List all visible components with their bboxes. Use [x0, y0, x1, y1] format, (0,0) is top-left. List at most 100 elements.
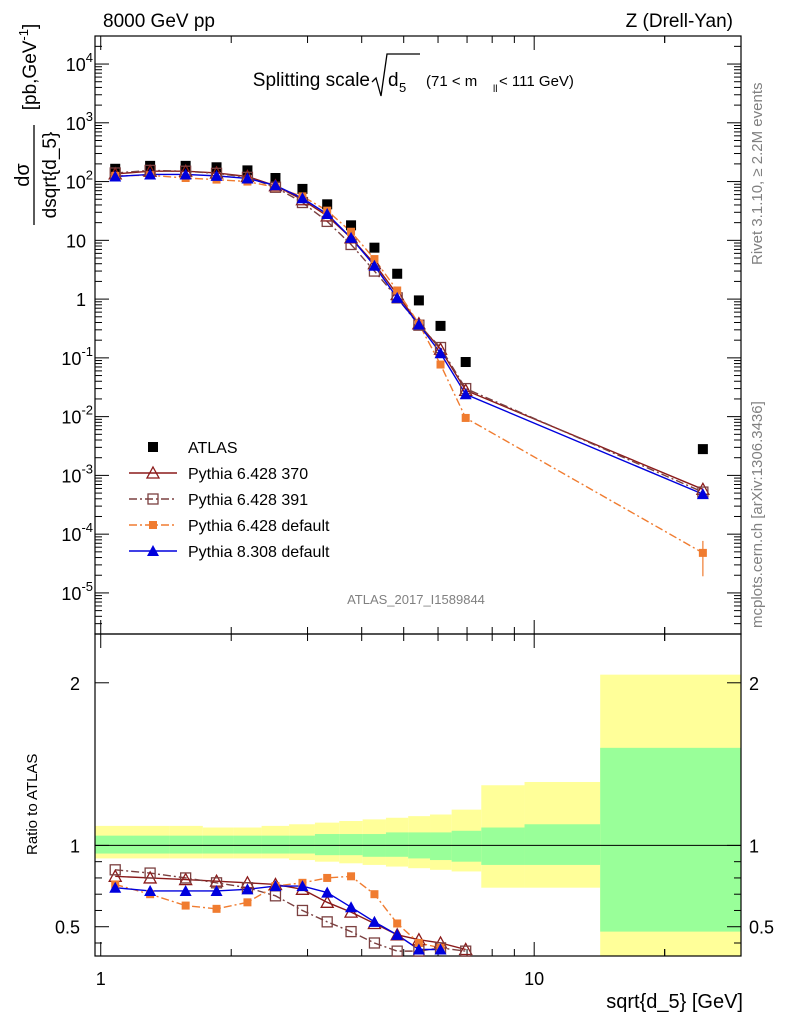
band-inner — [289, 835, 315, 854]
ratio-series-1-point — [368, 937, 381, 949]
mcplots-credit: mcplots.cern.ch [arXiv:1306.3436] — [749, 401, 766, 628]
y-tick-base: 10 — [66, 173, 86, 193]
series-4-point — [696, 488, 709, 500]
ylabel-units: [pb,GeV-1] — [16, 24, 41, 111]
series-4-point — [296, 192, 309, 204]
y-tick-exp: -4 — [81, 520, 93, 535]
x-axis-label: sqrt{d_5} [GeV] — [606, 991, 743, 1013]
y-axis-label: dσ dsqrt{d_5} [pb,GeV-1] — [12, 24, 61, 225]
legend-marker — [145, 465, 161, 479]
series-0-point — [697, 444, 708, 455]
band-inner — [524, 824, 601, 865]
ratio-series-1-point — [391, 945, 403, 957]
header-left: 8000 GeV pp — [103, 11, 215, 32]
series-4-point — [459, 388, 472, 400]
ratio-series-3-point — [321, 886, 334, 898]
series-3-point — [347, 227, 356, 236]
ratio-series-1-point — [345, 925, 357, 938]
band-inner — [261, 835, 290, 854]
band-inner — [202, 835, 234, 854]
band-inner — [600, 747, 741, 932]
series-3-line — [115, 174, 704, 554]
ylabel-units-close: ] — [20, 24, 41, 29]
ratio-tick-label: 2 — [70, 674, 80, 694]
ratio-series-0-point — [320, 894, 335, 908]
ratio-series-1-point — [179, 872, 192, 884]
ratio-series-3-point — [210, 884, 223, 896]
ratio-series-3-point — [109, 881, 122, 893]
band-inner — [430, 832, 452, 861]
axis-ticks — [95, 35, 742, 956]
y-tick-label: 10-1 — [61, 344, 93, 369]
title-cut-close: < 111 GeV) — [499, 73, 574, 90]
y-tick-base: 10 — [61, 466, 81, 486]
ratio-series-2-point — [323, 873, 332, 882]
band-inner — [481, 827, 525, 865]
ratio-series-1-point — [460, 945, 472, 957]
y-tick-label: 104 — [66, 50, 93, 75]
ratio-tick-label-right: 1 — [749, 836, 759, 856]
series-4-point — [345, 231, 358, 243]
series-0-point — [346, 220, 357, 231]
title-cut-open: (71 < m — [426, 73, 477, 90]
ratio-series-1-point — [296, 904, 309, 917]
title-main: Splitting scale — [253, 70, 370, 91]
series-4-point — [391, 291, 404, 303]
ratio-series-1-point — [109, 864, 121, 876]
analysis-watermark: ATLAS_2017_I1589844 — [347, 592, 485, 607]
ratio-series-3-point — [434, 943, 447, 955]
ratio-series-3-point — [144, 884, 157, 896]
band-inner — [233, 835, 262, 854]
series-0-point — [413, 295, 424, 306]
series-0-point — [460, 357, 471, 368]
y-tick-base: 10 — [66, 55, 86, 75]
x-tick-label: 1 — [96, 969, 106, 989]
ratio-series-3-point — [241, 883, 254, 895]
band-inner — [314, 834, 340, 856]
ratio-y-label: Ratio to ATLAS — [24, 754, 41, 855]
legend: ATLAS Pythia 6.428 370 Pythia 6.428 391 Pyt… — [129, 440, 330, 561]
series-4-point — [144, 168, 157, 180]
y-tick-base: 10 — [61, 584, 81, 604]
y-tick-exp: 3 — [86, 109, 93, 124]
legend-marker — [147, 493, 159, 505]
series-0-point — [270, 173, 281, 184]
title-sub: 5 — [399, 80, 406, 95]
ylabel-numerator: dσ — [12, 163, 34, 187]
ylabel-units-exp: -1 — [16, 29, 31, 41]
ratio-series-2-point — [181, 901, 190, 910]
y-tick-exp: -1 — [81, 344, 93, 359]
ratio-series-3-point — [296, 880, 309, 892]
ratio-series-0-point — [178, 872, 193, 886]
title-var: d — [388, 70, 399, 91]
ratio-tick-label-right: 2 — [749, 674, 759, 694]
ratio-tick-label: 0.5 — [55, 918, 80, 938]
series-3-point — [370, 255, 379, 264]
rivet-version: Rivet 3.1.10, ≥ 2.2M events — [749, 83, 766, 266]
chart-title: Splitting scale d 5 (71 < m ll < 111 GeV… — [253, 53, 574, 97]
band-inner — [339, 834, 363, 856]
ratio-series-2-point — [347, 872, 356, 881]
ratio-series-2-point — [414, 938, 423, 947]
series-4-point — [368, 259, 381, 271]
y-tick-label: 10-4 — [61, 520, 93, 545]
title-cut-sub: ll — [493, 84, 497, 95]
ratio-series-3-point — [368, 915, 381, 927]
y-tick-label: 10-3 — [61, 461, 93, 486]
legend-label: Pythia 8.308 default — [188, 544, 330, 561]
band-inner — [385, 832, 409, 857]
ratio-series-0-point — [458, 942, 473, 956]
band-inner — [95, 835, 134, 854]
ratio-tick-label: 1 — [70, 836, 80, 856]
series-4-point — [241, 172, 254, 184]
ratio-uncertainty-bands — [95, 674, 741, 956]
y-tick-exp: -5 — [81, 579, 93, 594]
header-right: Z (Drell-Yan) — [626, 11, 733, 32]
y-tick-label: 102 — [66, 168, 93, 193]
y-tick-label: 10-2 — [61, 403, 93, 428]
legend-marker — [149, 521, 157, 529]
ratio-series-2-point — [393, 919, 402, 928]
legend-label: ATLAS — [188, 440, 238, 457]
ratio-tick-label-right: 0.5 — [749, 918, 774, 938]
